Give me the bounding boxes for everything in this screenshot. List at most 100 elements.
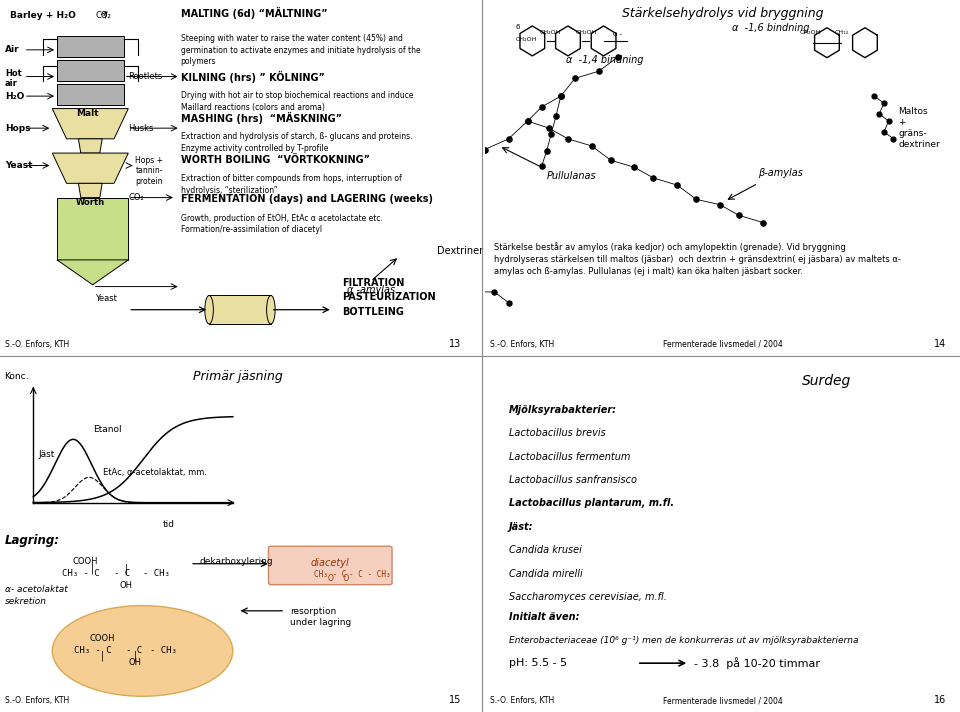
Point: [543, 128, 559, 140]
Text: CH₂OH: CH₂OH: [575, 30, 597, 36]
Text: MASHING (hrs)  “MÄSKNING”: MASHING (hrs) “MÄSKNING”: [180, 112, 342, 124]
Text: CH₂OH: CH₂OH: [800, 30, 821, 36]
Polygon shape: [79, 184, 102, 198]
Point: [387, 254, 402, 266]
Text: Lactobacillus plantarum, m.fl.: Lactobacillus plantarum, m.fl.: [509, 498, 674, 508]
Text: α  -1,4 bindning: α -1,4 bindning: [565, 56, 643, 66]
Point: [444, 176, 459, 187]
Text: resorption
under lagring: resorption under lagring: [290, 607, 351, 627]
Text: Enterobacteriaceae (10⁶ g⁻¹) men de konkurreras ut av mjölksyrabakterierna: Enterobacteriaceae (10⁶ g⁻¹) men de konk…: [509, 637, 858, 645]
Text: Husks: Husks: [129, 124, 154, 132]
Bar: [209, 295, 271, 324]
Text: - C - CH₃: - C - CH₃: [349, 570, 391, 579]
Point: [420, 265, 436, 276]
Text: Stärkelsehydrolys vid bryggning: Stärkelsehydrolys vid bryggning: [622, 7, 823, 20]
Text: Yeast: Yeast: [5, 161, 33, 170]
Point: [553, 90, 568, 102]
Point: [477, 144, 492, 155]
Text: S.-O. Enfors, KTH: S.-O. Enfors, KTH: [5, 340, 69, 349]
Polygon shape: [52, 109, 129, 139]
Point: [756, 217, 771, 229]
Point: [881, 115, 897, 127]
Point: [584, 140, 599, 152]
Text: CH₂OH: CH₂OH: [540, 30, 561, 36]
Text: - 3.8  på 10-20 timmar: - 3.8 på 10-20 timmar: [694, 657, 820, 669]
Point: [561, 133, 576, 145]
Text: |: |: [133, 651, 137, 661]
Text: FILTRATION
PASTEURIZATION
BOTTLEING: FILTRATION PASTEURIZATION BOTTLEING: [342, 278, 436, 318]
Text: dekarboxylering: dekarboxylering: [200, 557, 274, 566]
Point: [548, 110, 564, 122]
Text: CH₁₂: CH₁₂: [834, 30, 849, 36]
Point: [646, 172, 661, 184]
Point: [669, 179, 684, 191]
Text: α- acetolaktat: α- acetolaktat: [5, 585, 67, 594]
Text: COOH: COOH: [73, 557, 98, 566]
Text: Worth: Worth: [76, 199, 105, 207]
Point: [368, 233, 383, 244]
FancyBboxPatch shape: [269, 546, 392, 585]
Point: [344, 240, 359, 251]
Point: [368, 258, 383, 269]
Text: Growth, production of EtOH, EtAc α acetolactate etc.
Formation/re-assimilation o: Growth, production of EtOH, EtAc α aceto…: [180, 214, 382, 234]
Text: Fermenterade livsmedel / 2004: Fermenterade livsmedel / 2004: [662, 696, 782, 705]
Point: [463, 158, 478, 169]
Text: Stärkelse består av amylos (raka kedjor) och amylopektin (grenade). Vid bryggnin: Stärkelse består av amylos (raka kedjor)…: [494, 242, 901, 276]
Text: Candida mirelli: Candida mirelli: [509, 569, 583, 579]
Text: Jäst:: Jäst:: [509, 522, 533, 532]
Point: [501, 297, 516, 308]
Text: Surdeg: Surdeg: [803, 374, 852, 387]
Text: Initialt även:: Initialt även:: [509, 612, 579, 622]
Text: diacetyl: diacetyl: [311, 558, 349, 568]
Point: [541, 122, 557, 134]
Polygon shape: [57, 260, 129, 285]
Text: α  -1,6 bindning: α -1,6 bindning: [732, 23, 809, 33]
Text: CO₂: CO₂: [95, 11, 110, 20]
Point: [387, 219, 402, 230]
Point: [627, 162, 642, 173]
Point: [534, 101, 549, 112]
Text: Konc.: Konc.: [4, 372, 29, 380]
Text: CH₃ - C: CH₃ - C: [314, 570, 346, 579]
Point: [553, 90, 568, 102]
Text: Rootlets: Rootlets: [129, 72, 162, 81]
Bar: [57, 198, 129, 260]
Text: |: |: [91, 564, 94, 574]
Text: O    O: O O: [328, 574, 349, 583]
Point: [876, 126, 892, 137]
Text: CH₃ - C: CH₃ - C: [61, 569, 100, 578]
Text: 13: 13: [448, 339, 461, 349]
Text: FERMENTATION (days) and LAGERING (weeks): FERMENTATION (days) and LAGERING (weeks): [180, 194, 433, 204]
Text: KILNING (hrs) ” KÖLNING”: KILNING (hrs) ” KÖLNING”: [180, 71, 324, 83]
Text: CO₂: CO₂: [129, 193, 144, 202]
Text: Steeping with water to raise the water content (45%) and
germination to activate: Steeping with water to raise the water c…: [180, 33, 420, 66]
Text: OH: OH: [119, 581, 132, 590]
Text: Lactobacillus sanfransisco: Lactobacillus sanfransisco: [509, 475, 636, 485]
Point: [520, 115, 536, 127]
Text: CH₂OH: CH₂OH: [516, 37, 537, 43]
Text: 15: 15: [448, 695, 461, 705]
Point: [401, 201, 417, 212]
Text: OH: OH: [129, 658, 142, 667]
Text: β-amylas: β-amylas: [758, 168, 803, 178]
Point: [886, 133, 901, 145]
Polygon shape: [79, 139, 102, 153]
Point: [420, 190, 436, 201]
Text: Etanol: Etanol: [93, 424, 122, 434]
Point: [591, 66, 607, 77]
Point: [468, 286, 483, 298]
Ellipse shape: [267, 295, 276, 324]
Text: 6: 6: [516, 24, 520, 30]
Text: S.-O. Enfors, KTH: S.-O. Enfors, KTH: [5, 696, 69, 705]
Bar: [57, 83, 124, 105]
Text: - CH₃: - CH₃: [150, 646, 177, 655]
Text: Lagring:: Lagring:: [5, 534, 60, 547]
Ellipse shape: [204, 295, 213, 324]
Text: Maltos
+
gräns-
dextriner: Maltos + gräns- dextriner: [899, 107, 940, 149]
Text: - C: - C: [114, 569, 131, 578]
Text: sekretion: sekretion: [5, 597, 47, 606]
Text: S.-O. Enfors, KTH: S.-O. Enfors, KTH: [490, 696, 554, 705]
Text: WORTH BOILING  “VÖRTKOKNING”: WORTH BOILING “VÖRTKOKNING”: [180, 155, 370, 165]
Text: EtAc, α-acetolaktat, mm.: EtAc, α-acetolaktat, mm.: [103, 468, 207, 477]
Text: Barley + H₂O: Barley + H₂O: [10, 11, 76, 20]
